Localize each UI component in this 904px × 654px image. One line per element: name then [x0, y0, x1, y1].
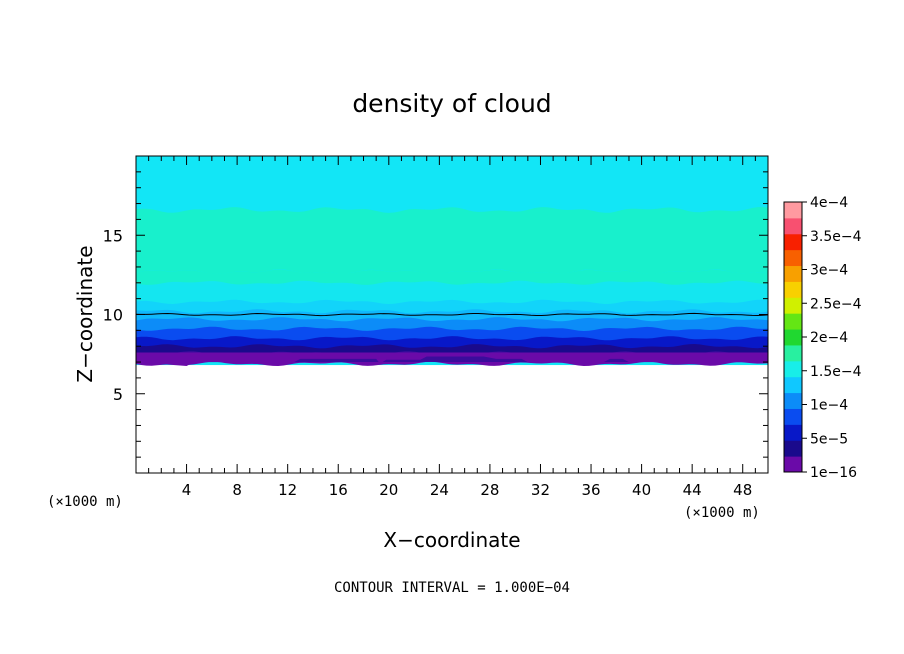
x-tick-label: 20: [379, 481, 398, 499]
x-tick-label: 4: [182, 481, 192, 499]
chart-title: density of cloud: [352, 89, 551, 118]
field-max-band: [136, 207, 768, 275]
colorbar-segment: [784, 344, 802, 362]
x-tick-label: 24: [430, 481, 449, 499]
colorbar-segment: [784, 281, 802, 298]
contour-line-1e-4: [135, 312, 769, 317]
x-tick-label: 44: [683, 481, 702, 499]
colorbar-label: 1e−4: [810, 398, 848, 414]
colorbar-segment: [784, 360, 802, 378]
x-axis-label: X−coordinate: [383, 528, 520, 552]
colorbar-segment: [784, 424, 802, 441]
colorbar: 4e−4 3.5e−4 3e−4 2.5e−4 2e−4 1.5e−4 1e−4 5e−5 1e…: [783, 195, 862, 481]
colorbar-segment: [784, 249, 802, 267]
colorbar-segment: [784, 313, 802, 330]
y-tick-label: 10: [103, 306, 123, 325]
colorbar-label: 3.5e−4: [810, 229, 862, 245]
colorbar-segment: [784, 329, 802, 346]
colorbar-label: 1e−16: [810, 465, 857, 481]
cloud-field: [135, 156, 769, 366]
colorbar-segment: [784, 440, 802, 457]
colorbar-segment: [784, 376, 802, 394]
colorbar-segment: [784, 297, 802, 314]
y-tick-label: 5: [113, 385, 123, 404]
y-tick-label: 15: [103, 226, 123, 245]
field-band: [136, 361, 768, 366]
colorbar-segment: [784, 392, 802, 409]
x-tick-label: 36: [581, 481, 600, 499]
colorbar-segment: [784, 265, 802, 282]
colorbar-segment: [784, 202, 802, 219]
colorbar-segment: [784, 408, 802, 425]
x-tick-label: 32: [531, 481, 550, 499]
colorbar-label: 4e−4: [810, 195, 848, 211]
x-tick-label: 12: [278, 481, 297, 499]
y-axis: 5 10 15: [103, 171, 768, 458]
x-tick-label: 16: [329, 481, 348, 499]
x-tick-label: 40: [632, 481, 651, 499]
contour-interval-note: CONTOUR INTERVAL = 1.000E−04: [334, 580, 570, 596]
x-tick-label: 28: [480, 481, 499, 499]
colorbar-label: 2e−4: [810, 330, 848, 346]
colorbar-segment: [784, 217, 802, 235]
x-unit-right: (×1000 m): [684, 505, 760, 521]
x-unit-left: (×1000 m): [47, 494, 123, 510]
field-cloud-base: [136, 352, 768, 366]
y-axis-label: Z−coordinate: [73, 245, 97, 382]
colorbar-segment: [784, 233, 802, 251]
x-axis: 4 8 12 16 20 24 28 32 36 40 44 48: [148, 156, 756, 499]
x-tick-label: 48: [733, 481, 752, 499]
colorbar-label: 5e−5: [810, 431, 848, 447]
colorbar-label: 2.5e−4: [810, 296, 862, 312]
colorbar-segment: [784, 456, 802, 473]
colorbar-label: 3e−4: [810, 263, 848, 279]
colorbar-label: 1.5e−4: [810, 364, 862, 380]
x-tick-label: 8: [232, 481, 242, 499]
